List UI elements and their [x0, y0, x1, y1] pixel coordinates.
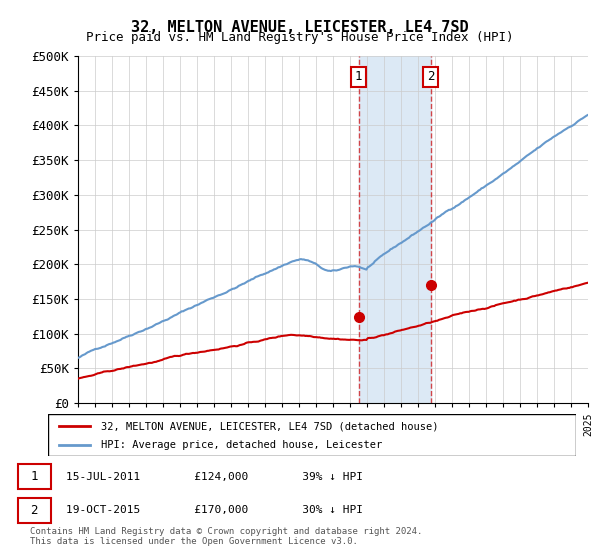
Text: Price paid vs. HM Land Registry's House Price Index (HPI): Price paid vs. HM Land Registry's House …: [86, 31, 514, 44]
FancyBboxPatch shape: [48, 414, 576, 456]
Text: 2: 2: [427, 71, 434, 83]
Text: 1: 1: [355, 71, 362, 83]
Text: Contains HM Land Registry data © Crown copyright and database right 2024.
This d: Contains HM Land Registry data © Crown c…: [30, 526, 422, 546]
Text: 32, MELTON AVENUE, LEICESTER, LE4 7SD (detached house): 32, MELTON AVENUE, LEICESTER, LE4 7SD (d…: [101, 421, 438, 431]
FancyBboxPatch shape: [18, 464, 51, 489]
Text: 32, MELTON AVENUE, LEICESTER, LE4 7SD: 32, MELTON AVENUE, LEICESTER, LE4 7SD: [131, 20, 469, 35]
Text: 2: 2: [31, 504, 38, 517]
Text: 15-JUL-2011        £124,000        39% ↓ HPI: 15-JUL-2011 £124,000 39% ↓ HPI: [66, 472, 363, 482]
Text: 1: 1: [31, 470, 38, 483]
Text: HPI: Average price, detached house, Leicester: HPI: Average price, detached house, Leic…: [101, 440, 382, 450]
FancyBboxPatch shape: [18, 497, 51, 523]
Bar: [359, 56, 431, 403]
Text: 19-OCT-2015        £170,000        30% ↓ HPI: 19-OCT-2015 £170,000 30% ↓ HPI: [66, 505, 363, 515]
